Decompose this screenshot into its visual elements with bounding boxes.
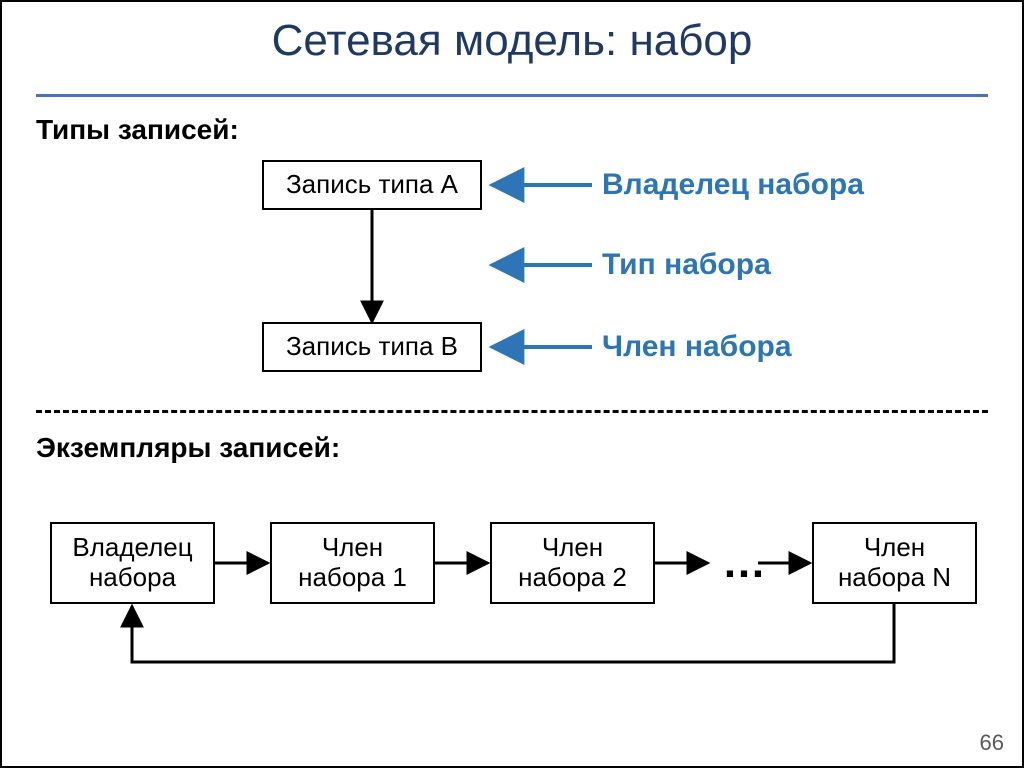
annot-owner: Владелец набора [602, 168, 864, 202]
ellipsis: … [722, 538, 766, 588]
title-underline [36, 94, 988, 97]
annot-member: Член набора [602, 330, 792, 364]
section-label-top: Типы записей: [36, 114, 239, 146]
node-member-n: Член набора N [812, 522, 977, 604]
annot-type: Тип набора [602, 248, 771, 282]
node-record-a: Запись типа A [262, 160, 482, 210]
node-owner-instance: Владелец набора [50, 522, 215, 604]
section-divider [36, 410, 988, 413]
page-number: 66 [980, 730, 1004, 756]
node-member-1: Член набора 1 [270, 522, 435, 604]
section-label-bottom: Экземпляры записей: [36, 432, 340, 464]
slide-title: Сетевая модель: набор [2, 16, 1022, 66]
slide-frame: Сетевая модель: набор Типы записей: Запи… [0, 0, 1024, 768]
node-record-b: Запись типа B [262, 322, 482, 372]
node-member-2: Член набора 2 [490, 522, 655, 604]
